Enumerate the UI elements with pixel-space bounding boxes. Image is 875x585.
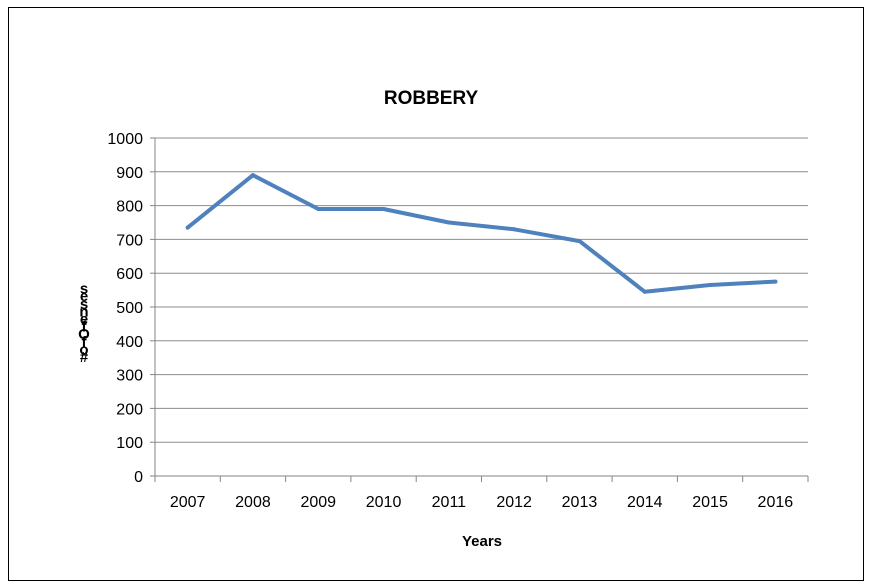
data-point [381,206,386,211]
y-tick-label: 0 [134,469,143,486]
y-tick-label: 200 [116,401,143,418]
x-tick-label: 2012 [496,494,532,511]
y-axis-title-text: #ofOfenses [78,281,90,366]
data-point [250,173,255,178]
y-axis-title: #ofOfenses [78,281,90,366]
y-tick-label: 500 [116,300,143,317]
y-tick-label: 400 [116,334,143,351]
x-tick-label: 2015 [692,494,728,511]
x-tick-label: 2008 [235,494,271,511]
data-point [708,283,713,288]
data-point [642,289,647,294]
grid-lines [150,137,809,482]
x-tick-label: 2016 [758,494,794,511]
series-group [185,173,778,294]
series-line [185,173,778,294]
x-tick-label: 2010 [366,494,402,511]
data-point [185,225,190,230]
y-tick-label: 100 [116,435,143,452]
data-point [773,279,778,284]
x-axis-title: Years [462,533,502,550]
y-tick-label: 900 [116,165,143,182]
y-tick-label: 700 [116,232,143,249]
x-tick-label: 2011 [432,494,467,511]
chart-title: ROBBERY [384,88,479,109]
x-tick-label: 2013 [562,494,598,511]
x-tick-label: 2007 [170,494,206,511]
x-tick-labels: 2007 2008 2009 2010 2011 2012 2013 2014 2015 2016 [170,494,793,511]
data-point [446,220,451,225]
data-point [316,206,321,211]
y-tick-label: 800 [116,199,143,216]
data-point [512,227,517,232]
data-point [577,239,582,244]
y-tick-label: 1000 [107,131,143,148]
x-tick-label: 2009 [300,494,336,511]
y-tick-label: 300 [116,368,143,385]
y-tick-labels: 0 100 200 300 400 500 600 700 800 900 1000 [107,131,143,486]
chart-frame [8,7,864,581]
y-tick-label: 600 [116,266,143,283]
x-tick-label: 2014 [627,494,663,511]
